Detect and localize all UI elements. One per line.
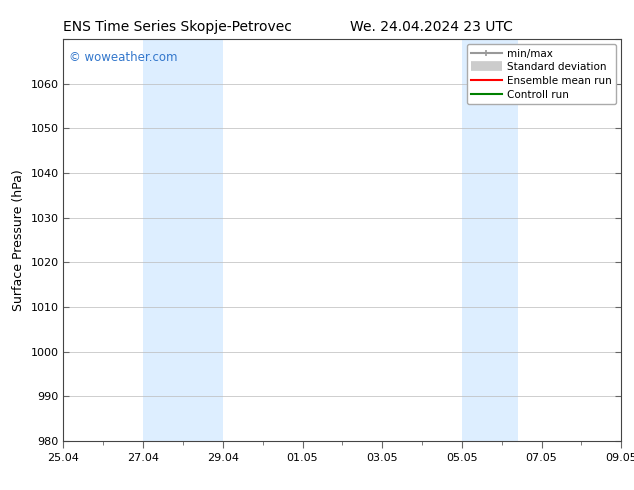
Text: ENS Time Series Skopje-Petrovec: ENS Time Series Skopje-Petrovec (63, 20, 292, 34)
Text: We. 24.04.2024 23 UTC: We. 24.04.2024 23 UTC (350, 20, 512, 34)
Legend: min/max, Standard deviation, Ensemble mean run, Controll run: min/max, Standard deviation, Ensemble me… (467, 45, 616, 104)
Text: © woweather.com: © woweather.com (69, 51, 178, 64)
Bar (143, 39, 223, 441)
Y-axis label: Surface Pressure (hPa): Surface Pressure (hPa) (12, 169, 25, 311)
Bar (462, 39, 518, 441)
